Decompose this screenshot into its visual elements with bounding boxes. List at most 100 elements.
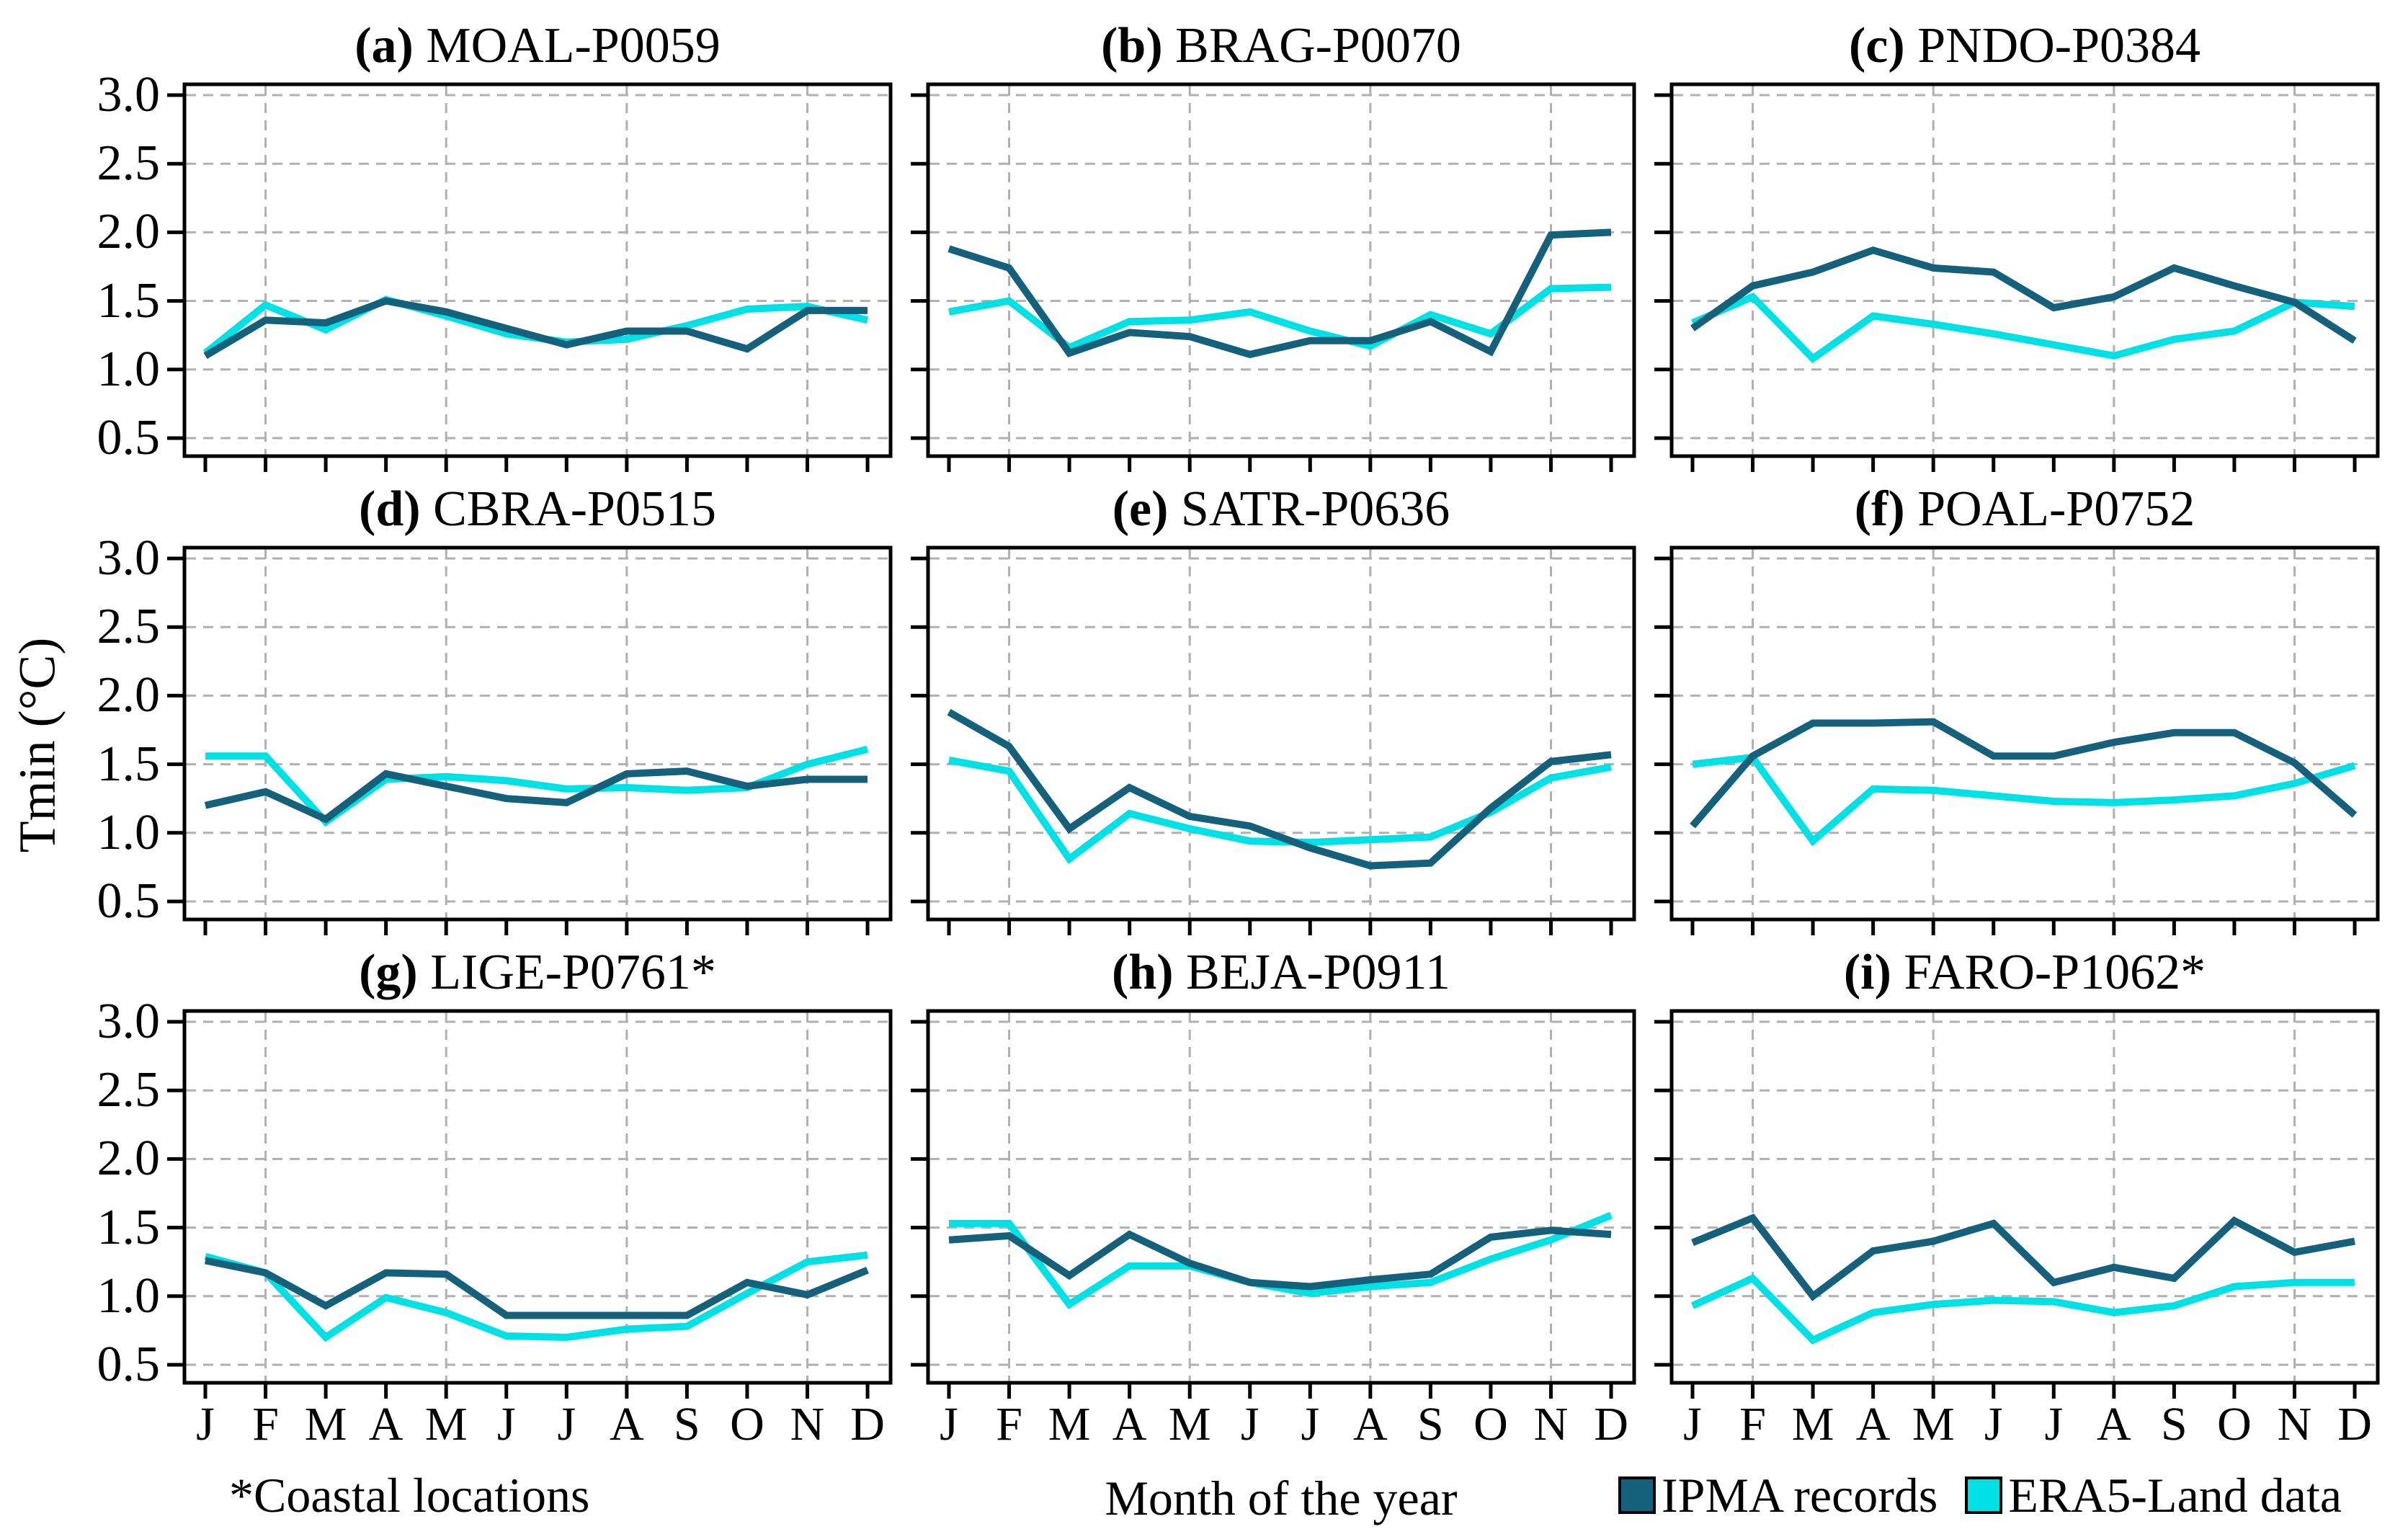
x-tick-label-month: M	[304, 1398, 347, 1451]
y-tick-label: 2.5	[97, 1062, 161, 1118]
x-tick-label-month: F	[1739, 1398, 1766, 1451]
panel-chart-a	[167, 82, 893, 472]
legend-item-ipma: IPMA records	[1618, 1469, 1937, 1522]
panel-title-c: (c) PNDO-P0384	[1672, 15, 2378, 73]
legend-label-era5: ERA5-Land data	[2008, 1468, 2342, 1523]
x-tick-label-month: O	[2217, 1398, 2252, 1451]
y-tick-label: 1.5	[97, 272, 161, 329]
panel-letter: (h)	[1112, 945, 1174, 1000]
plot-frame	[182, 82, 893, 458]
y-tick-label: 3.0	[97, 67, 161, 122]
plot-frame	[182, 545, 893, 922]
x-tick-label-month: O	[1473, 1398, 1508, 1451]
x-tick-label-month: S	[1417, 1398, 1444, 1451]
ipma-swatch-icon	[1618, 1476, 1656, 1514]
y-tick-label: 0.5	[97, 1337, 161, 1392]
panel-station: BEJA-P0911	[1173, 945, 1450, 1000]
legend-item-era5: ERA5-Land data	[1965, 1469, 2342, 1522]
legend-label-ipma: IPMA records	[1662, 1468, 1938, 1523]
era5-line	[948, 756, 1612, 865]
ipma-line	[1691, 1213, 2355, 1301]
x-tick-label-month: M	[1912, 1398, 1955, 1451]
ipma-line	[947, 228, 1612, 359]
x-tick-label-month: F	[252, 1398, 279, 1451]
x-tick-label-month: A	[1112, 1398, 1147, 1451]
x-tick-label-month: A	[610, 1398, 644, 1451]
plot-frame	[926, 82, 1636, 458]
x-tick-label-month: O	[730, 1398, 764, 1451]
x-tick-label-month: N	[2277, 1398, 2312, 1451]
panel-title-g: (g) LIGE-P0761*	[184, 942, 891, 999]
y-tick-label: 1.0	[97, 804, 161, 860]
y-tick-label: 1.5	[97, 1199, 161, 1255]
x-tick-label-month: M	[1048, 1398, 1091, 1451]
ipma-line	[947, 708, 1612, 870]
ipma-line	[204, 767, 868, 824]
plot-frame	[926, 1009, 1636, 1385]
x-tick-label-month: M	[1168, 1398, 1211, 1451]
panel-letter: (c)	[1848, 18, 1905, 73]
x-tick-label-month: A	[1855, 1398, 1891, 1451]
x-tick-label-month: N	[790, 1398, 825, 1451]
x-tick-label-month: F	[996, 1398, 1022, 1451]
panel-title-d: (d) CBRA-P0515	[184, 478, 891, 536]
panel-letter: (g)	[359, 945, 418, 1000]
y-tick-label: 2.5	[97, 135, 161, 192]
era5-swatch-icon	[1965, 1476, 2003, 1514]
panel-letter: (a)	[354, 18, 414, 73]
panel-chart-b	[911, 82, 1636, 472]
panel-station: MOAL-P0059	[413, 18, 721, 73]
panel-letter: (d)	[359, 481, 421, 537]
panel-title-f: (f) POAL-P0752	[1672, 478, 2378, 536]
y-tick-label: 2.0	[97, 667, 161, 723]
panel-title-b: (b) BRAG-P0070	[928, 15, 1634, 73]
x-tick-label-month: J	[940, 1398, 958, 1451]
panel-station: LIGE-P0761*	[417, 945, 716, 1000]
legend: IPMA records ERA5-Land data	[1618, 1469, 2342, 1522]
plot-frame	[926, 545, 1636, 922]
coastal-footnote: *Coastal locations	[229, 1468, 590, 1523]
panel-station: FARO-P1062*	[1891, 945, 2206, 1000]
plot-frame	[1669, 1009, 2380, 1385]
x-tick-label-month: J	[1984, 1398, 2003, 1451]
x-tick-label-month: J	[2044, 1398, 2064, 1451]
panel-letter: (i)	[1843, 945, 1891, 1000]
ipma-line	[1690, 246, 2357, 344]
panel-letter: (e)	[1112, 481, 1169, 537]
x-tick-label-month: J	[557, 1398, 576, 1451]
y-tick-label: 2.0	[97, 1131, 161, 1187]
panel-station: BRAG-P0070	[1162, 18, 1461, 73]
x-tick-label-month: N	[1533, 1398, 1569, 1451]
panel-title-a: (a) MOAL-P0059	[184, 15, 891, 73]
x-tick-label-month: J	[1301, 1398, 1320, 1451]
panel-chart-h	[911, 1009, 1636, 1399]
x-tick-label-month: A	[2097, 1398, 2131, 1451]
panel-station: SATR-P0636	[1168, 481, 1450, 537]
panel-chart-i	[1654, 1009, 2380, 1399]
panel-chart-f	[1654, 545, 2380, 935]
plot-frame	[1669, 545, 2380, 922]
x-tick-label-month: M	[424, 1398, 468, 1451]
x-tick-label-month: S	[2161, 1398, 2188, 1451]
panel-letter: (b)	[1101, 18, 1163, 73]
x-tick-label-month: A	[1353, 1398, 1388, 1451]
panel-station: CBRA-P0515	[420, 481, 716, 537]
x-tick-label-month: S	[674, 1398, 700, 1451]
y-tick-label: 0.5	[97, 410, 161, 465]
x-tick-label-month: J	[1240, 1398, 1259, 1451]
panel-title-e: (e) SATR-P0636	[928, 478, 1634, 536]
x-tick-label-month: D	[2337, 1398, 2372, 1451]
ipma-line	[203, 297, 868, 360]
plot-frame	[182, 1009, 893, 1385]
era5-line	[1692, 753, 2356, 847]
panel-title-i: (i) FARO-P1062*	[1672, 942, 2378, 999]
x-tick-label-month: J	[196, 1398, 215, 1451]
x-tick-label-month: M	[1791, 1398, 1834, 1451]
y-tick-label: 2.0	[97, 204, 161, 260]
y-tick-label: 1.0	[97, 1268, 161, 1324]
x-tick-label-month: D	[1594, 1398, 1628, 1451]
y-tick-label: 2.5	[97, 599, 161, 655]
panel-title-h: (h) BEJA-P0911	[928, 942, 1634, 999]
x-tick-label-month: J	[1683, 1398, 1702, 1451]
